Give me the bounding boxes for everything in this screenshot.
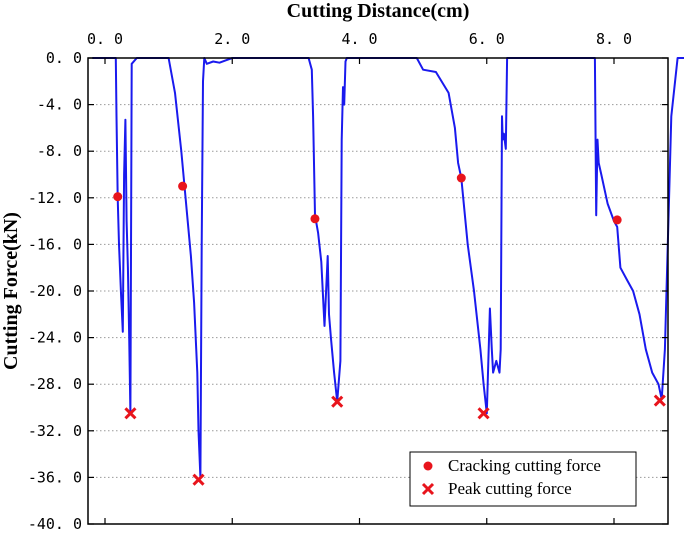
cracking-force-point [178,181,188,191]
peak-force-cross-stroke [477,407,490,420]
y-tick-label: -4. 0 [37,96,82,114]
y-tick-label: -16. 0 [28,235,82,253]
y-tick-label: -36. 0 [28,468,82,486]
y-axis-title: Cutting Force(kN) [0,212,22,370]
y-tick-label: 0. 0 [46,49,82,67]
peak-force-point [331,395,344,408]
legend-peak-marker [421,482,435,496]
peak-force-point [477,407,490,420]
peak-force-cross-stroke [331,395,344,408]
cracking-force-point [113,192,123,202]
x-tick-label: 6. 0 [469,30,505,48]
peak-force-cross-stroke [653,394,666,407]
peak-force-point [653,394,666,407]
markers-layer [113,173,666,486]
x-tick-label: 8. 0 [596,30,632,48]
y-tick-label: -28. 0 [28,375,82,393]
series-line [92,57,684,479]
legend-cracking-marker [423,461,433,471]
series-layer [92,57,684,479]
x-axis-title: Cutting Distance(cm) [287,0,470,22]
peak-force-cross-stroke [124,407,137,420]
y-tick-label: -24. 0 [28,329,82,347]
cracking-force-point [612,215,622,225]
legend: Cracking cutting force Peak cutting forc… [409,451,637,507]
x-tick-label: 0. 0 [87,30,123,48]
legend-box [409,451,637,507]
x-tick-label: 4. 0 [341,30,377,48]
peak-force-cross-stroke [192,473,205,486]
x-tick-label: 2. 0 [214,30,250,48]
y-tick-label: -20. 0 [28,282,82,300]
y-tick-label: -12. 0 [28,189,82,207]
cracking-force-point [310,214,320,224]
gridlines [88,104,668,478]
legend-cracking-label: Cracking cutting force [448,456,601,475]
y-tick-label: -32. 0 [28,422,82,440]
peak-force-point [192,473,205,486]
y-tick-label: -8. 0 [37,142,82,160]
axis-ticks: 0. 0 -4. 0 -8. 0 -12. 0 -16. 0 -20. 0 -24. 0 -2… [28,30,668,533]
legend-peak-label: Peak cutting force [448,479,572,498]
y-tick-label: -40. 0 [28,515,82,533]
peak-force-point [124,407,137,420]
cracking-force-point [456,173,466,183]
